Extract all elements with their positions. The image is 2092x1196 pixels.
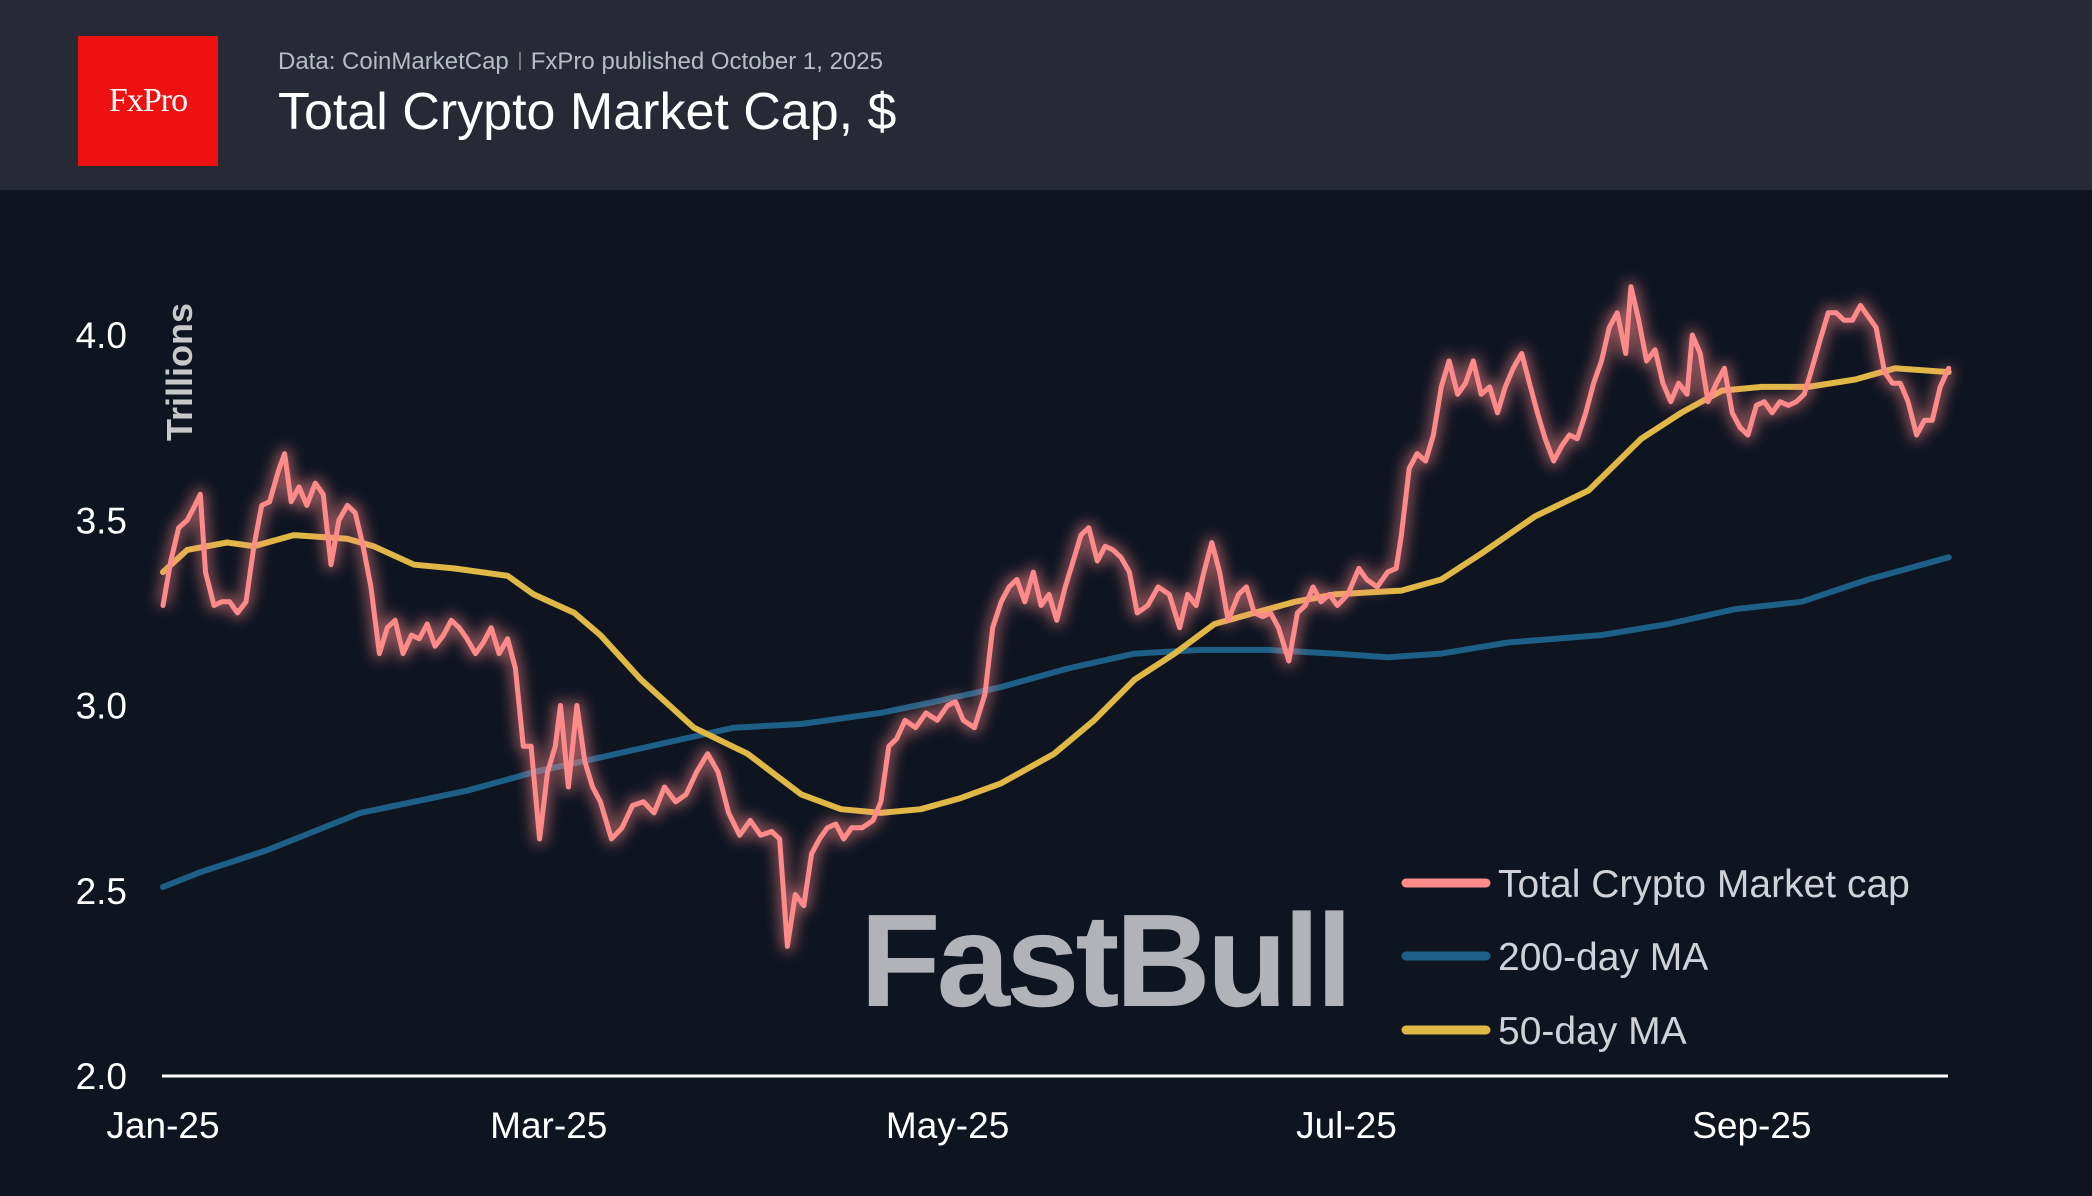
chart-subtitle: Data: CoinMarketCap FxPro published Octob… <box>278 48 883 76</box>
legend-label: 50-day MA <box>1498 1010 1687 1053</box>
y-tick-label: 4.0 <box>76 315 127 356</box>
logo-text: FxPro <box>108 82 188 119</box>
y-axis-label: Trillions <box>159 303 200 441</box>
published-date: FxPro published October 1, 2025 <box>530 48 883 75</box>
chart-title: Total Crypto Market Cap, $ <box>278 83 897 141</box>
fxpro-logo: FxPro <box>78 36 218 166</box>
x-tick-label: Mar-25 <box>490 1105 607 1146</box>
x-tick-label: Jul-25 <box>1296 1105 1397 1146</box>
data-source: Data: CoinMarketCap <box>278 48 509 75</box>
y-tick-label: 2.0 <box>76 1056 127 1097</box>
y-tick-label: 3.0 <box>76 686 127 727</box>
x-tick-label: May-25 <box>886 1105 1009 1146</box>
x-tick-label: Sep-25 <box>1692 1105 1811 1146</box>
separator <box>518 52 521 70</box>
series-line-50-day-ma <box>160 365 1952 816</box>
chart-header: FxPro Data: CoinMarketCap FxPro published… <box>0 0 2092 190</box>
legend-label: 200-day MA <box>1498 936 1708 979</box>
series-line-200-day-ma <box>160 554 1952 890</box>
y-tick-label: 2.5 <box>76 871 127 912</box>
series-line-total-crypto-market-cap <box>160 284 1952 949</box>
legend: Total Crypto Market cap 200-day MA 50-day … <box>1401 863 1910 1053</box>
y-tick-label: 3.5 <box>76 500 127 541</box>
x-tick-label: Jan-25 <box>106 1105 219 1146</box>
legend-label: Total Crypto Market cap <box>1498 863 1910 906</box>
